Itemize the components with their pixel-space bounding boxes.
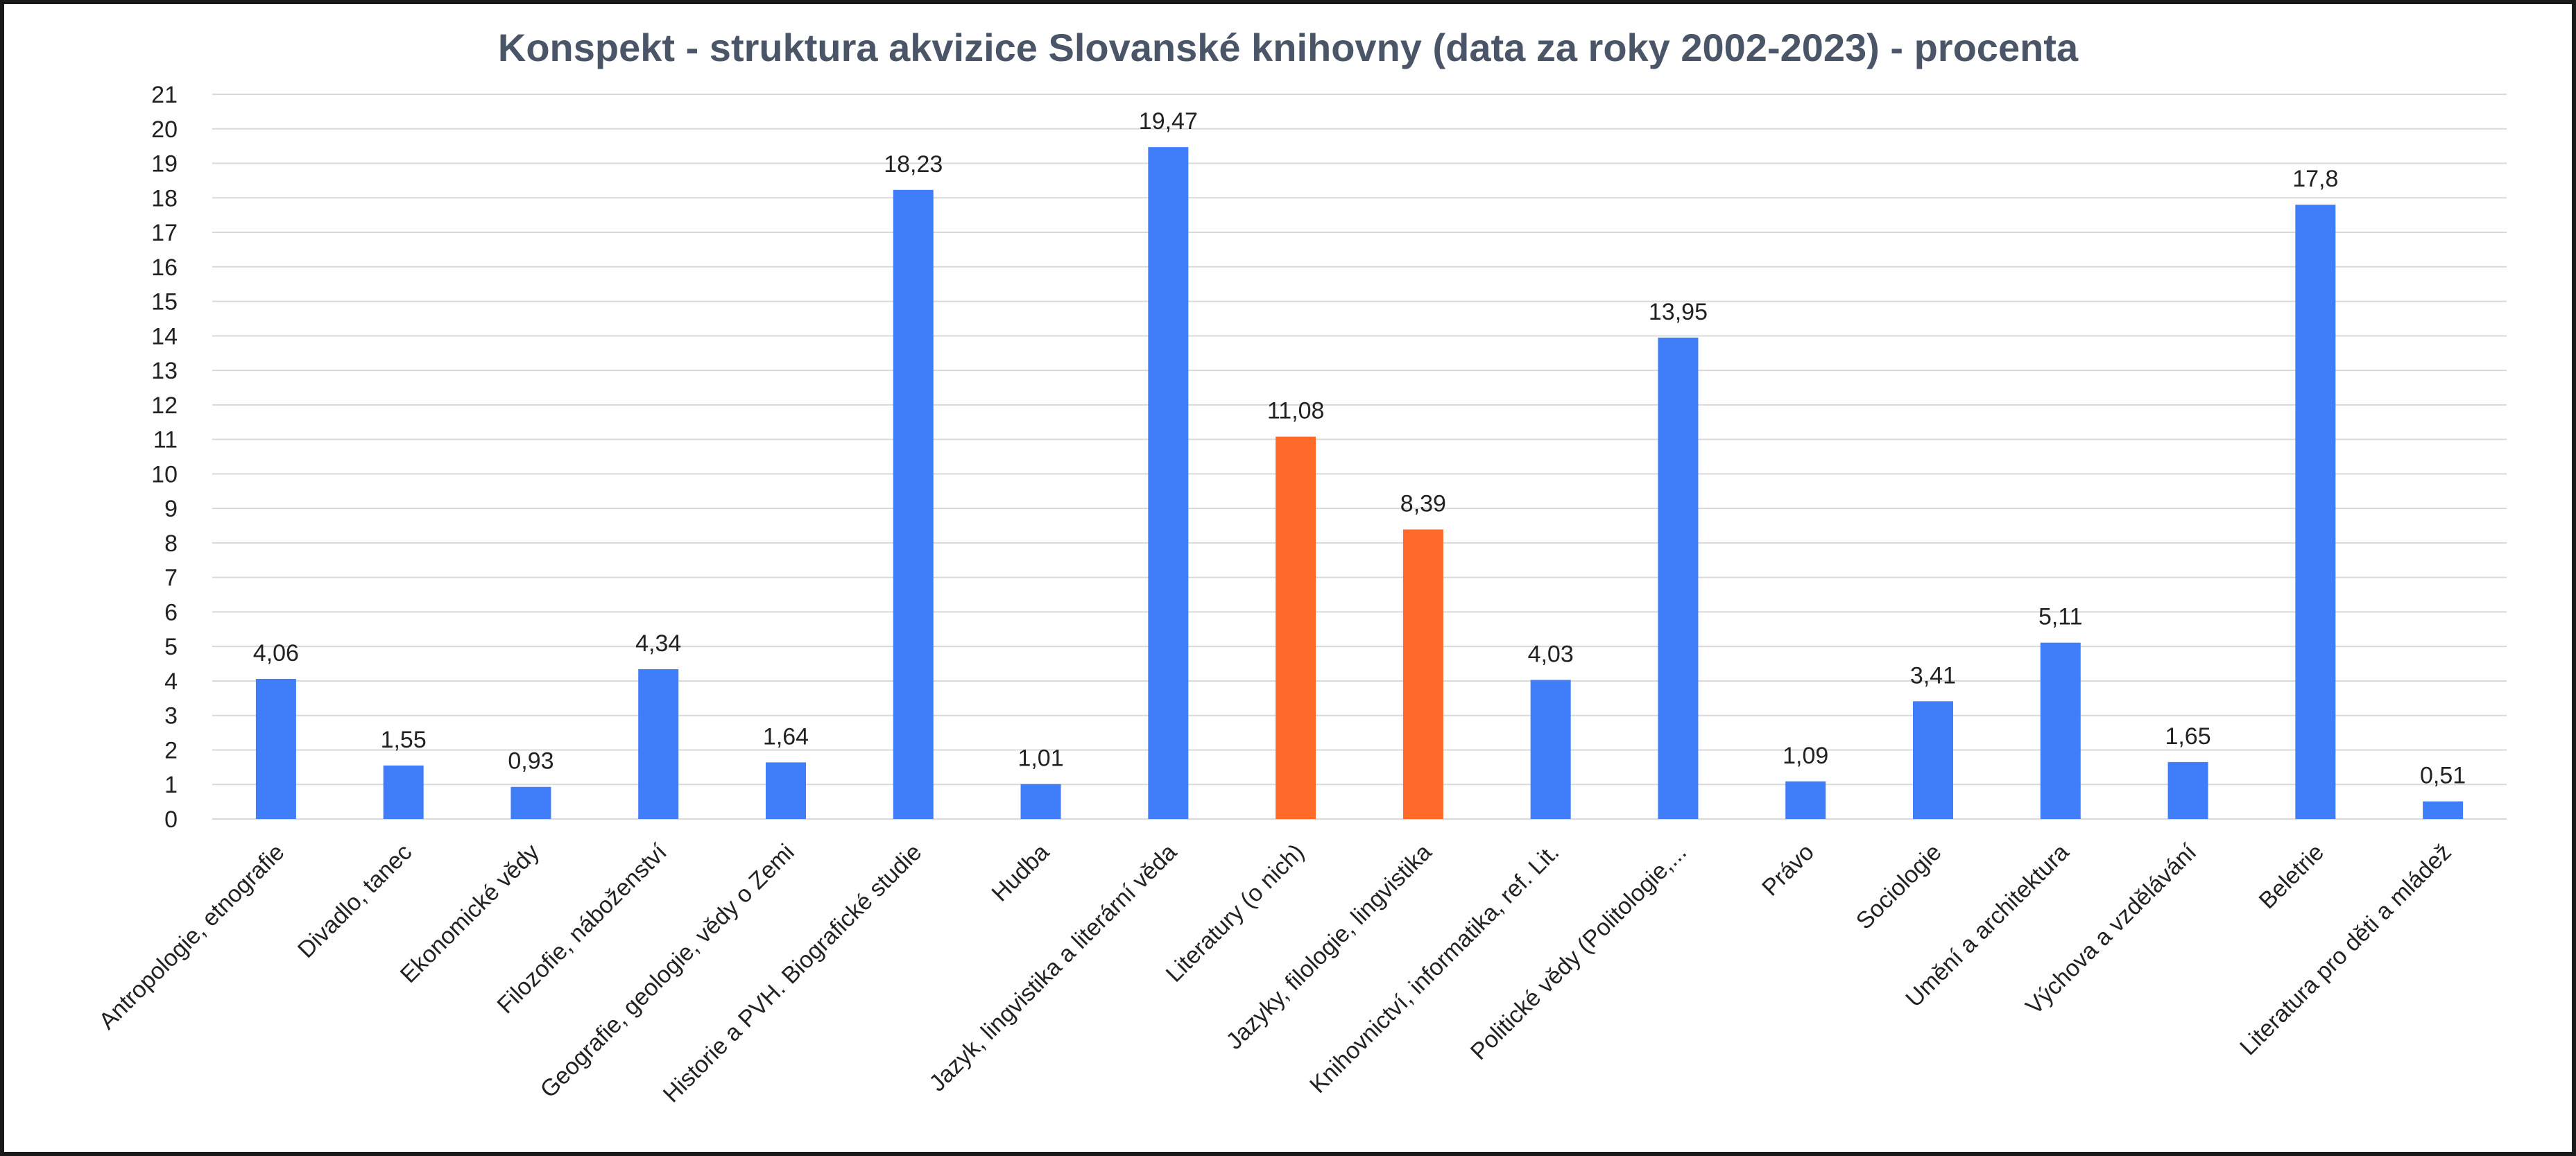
- bar: [2040, 642, 2081, 819]
- x-tick-label: Jazyk, lingvistika a literární věda: [924, 839, 1182, 1097]
- bar: [2295, 205, 2336, 819]
- bar: [638, 669, 679, 819]
- y-tick-label: 8: [164, 530, 178, 557]
- data-label: 1,09: [1783, 743, 1828, 769]
- bar: [766, 762, 806, 819]
- data-label: 3,41: [1910, 662, 1956, 689]
- bar: [893, 189, 934, 820]
- bar: [2167, 761, 2208, 819]
- x-tick-label: Politické vědy (Politologie,...: [1466, 839, 1692, 1065]
- x-tick-label: Divadlo, tanec: [293, 839, 417, 963]
- data-label: 0,51: [2420, 763, 2466, 789]
- bar: [1913, 701, 1953, 819]
- bar: [1402, 529, 1443, 819]
- gridlines: [212, 94, 2507, 820]
- y-tick-label: 6: [164, 599, 178, 626]
- x-tick-label: Literatury (o nich): [1161, 839, 1310, 987]
- bar: [383, 765, 424, 819]
- y-tick-label: 12: [151, 392, 178, 419]
- data-label: 1,55: [381, 727, 427, 753]
- x-tick-label: Knihovnictví, informatika, ref. Lit.: [1305, 839, 1564, 1098]
- y-tick-label: 20: [151, 117, 178, 143]
- x-tick-label: Historie a PVH. Biografické studie: [658, 839, 927, 1108]
- y-tick-label: 3: [164, 703, 178, 730]
- y-tick-label: 5: [164, 634, 178, 660]
- data-labels: 4,06 1,55 0,93 4,34 1,64 18,23 1,01 19,47 11,08 8…: [253, 108, 2466, 788]
- data-label: 1,64: [763, 723, 809, 750]
- bar: [1658, 337, 1699, 820]
- y-tick-label: 13: [151, 358, 178, 384]
- x-tick-label: Literatura pro děti a mládež: [2235, 839, 2457, 1061]
- y-tick-label: 10: [151, 461, 178, 488]
- chart-title: Konspekt - struktura akvizice Slovanské …: [498, 26, 2079, 69]
- y-tick-label: 2: [164, 737, 178, 764]
- y-tick-label: 21: [151, 82, 178, 108]
- y-tick-label: 17: [151, 220, 178, 246]
- data-label: 0,93: [508, 748, 553, 775]
- y-tick-label: 11: [153, 427, 178, 454]
- data-label: 5,11: [2038, 604, 2083, 630]
- y-tick-label: 14: [151, 323, 178, 350]
- y-tick-label: 19: [151, 151, 178, 178]
- data-label: 4,03: [1528, 641, 1574, 667]
- data-label: 13,95: [1649, 299, 1708, 325]
- x-tick-label: Právo: [1757, 839, 1819, 901]
- y-tick-label: 15: [151, 289, 178, 316]
- y-tick-label: 0: [164, 806, 178, 833]
- data-label: 1,01: [1017, 745, 1063, 772]
- bar: [2423, 801, 2464, 819]
- x-tick-label: Jazyky, filologie, lingvistika: [1221, 839, 1437, 1055]
- data-label: 1,65: [2165, 723, 2210, 750]
- y-tick-label: 9: [164, 496, 178, 522]
- y-tick-label: 1: [164, 772, 178, 798]
- data-label: 8,39: [1400, 490, 1446, 517]
- data-label: 4,06: [253, 640, 299, 666]
- data-label: 4,34: [635, 630, 681, 657]
- bar: [510, 786, 551, 819]
- bars: [255, 147, 2464, 820]
- bar-chart: Konspekt - struktura akvizice Slovanské …: [94, 26, 2507, 1107]
- bar: [255, 678, 296, 819]
- data-label: 17,8: [2292, 166, 2338, 192]
- x-tick-label: Beletrie: [2254, 839, 2329, 914]
- bar: [1020, 784, 1061, 819]
- bar: [1148, 147, 1189, 819]
- bar: [1530, 680, 1571, 819]
- data-label: 11,08: [1267, 398, 1325, 424]
- x-tick-label: Ekonomické vědy: [395, 839, 544, 988]
- y-tick-label: 18: [151, 185, 178, 212]
- data-label: 19,47: [1139, 108, 1198, 135]
- bar: [1276, 436, 1316, 819]
- x-tick-label: Hudba: [986, 839, 1054, 907]
- bar: [1785, 781, 1826, 819]
- x-axis-ticks: Antropologie, etnografie Divadlo, tanecEk…: [94, 838, 2456, 1107]
- x-tick-label: Antropologie, etnografie: [94, 839, 289, 1035]
- data-label: 18,23: [884, 151, 943, 178]
- x-tick-label: Geografie, geologie, vědy o Zemi: [535, 839, 800, 1103]
- y-tick-label: 16: [151, 255, 178, 281]
- y-tick-label: 7: [164, 565, 178, 592]
- y-tick-label: 4: [164, 668, 178, 695]
- x-tick-label: Sociologie: [1851, 839, 1947, 935]
